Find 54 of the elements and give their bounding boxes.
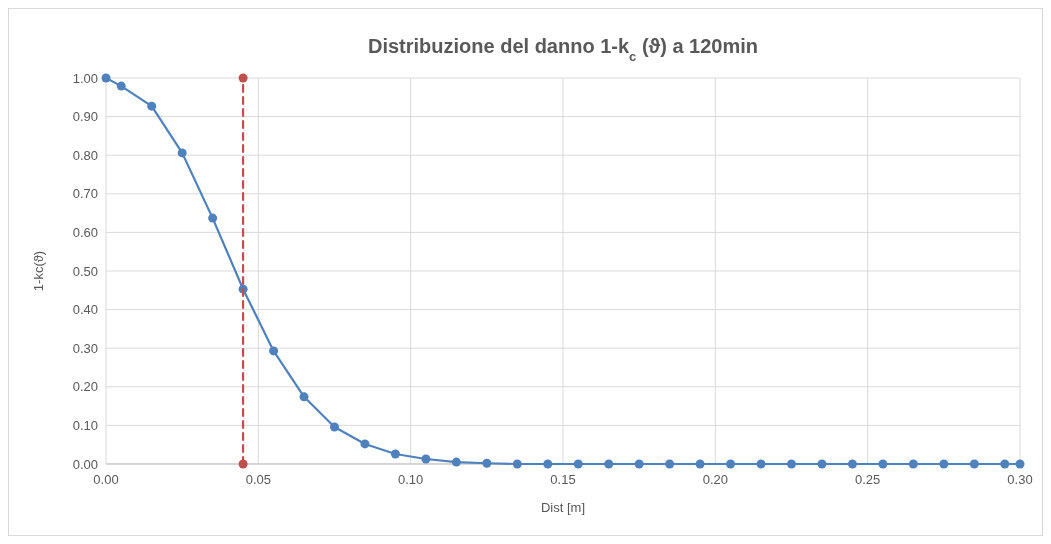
point	[665, 459, 675, 469]
point	[756, 459, 766, 469]
x-axis-title: Dist [m]	[540, 500, 586, 515]
x-tick-label: 0.30	[1007, 472, 1033, 487]
point	[360, 439, 370, 449]
point	[451, 457, 461, 467]
point	[482, 458, 492, 468]
x-tick-label: 0.25	[855, 472, 881, 487]
point	[421, 454, 431, 464]
point	[817, 459, 827, 469]
point	[147, 101, 157, 111]
y-tick-label: 0.40	[72, 302, 98, 318]
point	[969, 459, 979, 469]
point	[208, 213, 218, 223]
y-tick-label: 0.00	[72, 456, 98, 472]
point	[1015, 459, 1025, 469]
point	[1000, 459, 1010, 469]
point	[512, 459, 522, 469]
point	[116, 81, 126, 91]
point	[330, 422, 339, 432]
chart-title: Distribuzione del danno 1-k$_{c}$ (ϑ) a 120min	[367, 35, 759, 64]
point	[634, 459, 644, 469]
x-tick-label: 0.10	[398, 472, 424, 487]
point	[101, 73, 111, 83]
point	[908, 459, 918, 469]
point	[726, 459, 736, 469]
point	[604, 459, 614, 469]
y-tick-label: 0.20	[72, 379, 98, 395]
y-tick-label: 0.80	[72, 147, 98, 163]
point	[939, 459, 949, 469]
point	[573, 459, 583, 469]
x-tick-label: 0.00	[93, 472, 119, 487]
point	[390, 449, 400, 459]
point	[543, 459, 553, 469]
y-tick-label: 0.60	[72, 224, 98, 240]
point	[695, 459, 705, 469]
y-axis-title: 1-kc(ϑ)	[31, 250, 46, 292]
x-tick-label: 0.15	[550, 472, 576, 487]
x-tick-label: 0.05	[245, 472, 271, 487]
point	[878, 459, 888, 469]
y-tick-label: 0.50	[72, 263, 98, 279]
point	[847, 459, 857, 469]
point	[787, 459, 796, 469]
point	[238, 73, 248, 83]
point	[299, 392, 309, 402]
y-tick-label: 1.00	[72, 70, 98, 86]
y-tick-label: 0.70	[72, 186, 98, 202]
point	[269, 346, 279, 356]
y-tick-label: 0.90	[72, 109, 98, 125]
y-tick-label: 0.10	[72, 417, 98, 433]
x-tick-label: 0.20	[702, 472, 728, 487]
point	[238, 459, 248, 469]
y-tick-label: 0.30	[72, 340, 98, 356]
point	[177, 148, 187, 158]
